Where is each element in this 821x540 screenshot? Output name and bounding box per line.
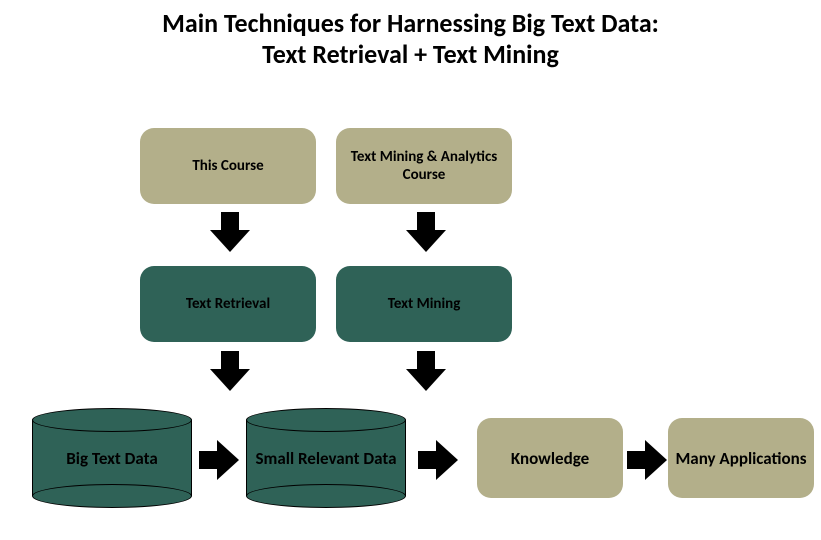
box-label: This Course: [192, 157, 263, 175]
box-text-mining-course: Text Mining & Analytics Course: [336, 128, 512, 204]
arrow-right-icon: [199, 440, 239, 480]
box-label: Text Mining & Analytics Course: [340, 148, 508, 184]
box-knowledge: Knowledge: [477, 418, 623, 498]
box-label: Text Retrieval: [186, 295, 270, 313]
box-label: Knowledge: [511, 448, 589, 469]
arrow-down-icon: [210, 212, 250, 252]
title-line-1: Main Techniques for Harnessing Big Text …: [0, 8, 821, 39]
cylinder-label: Big Text Data: [66, 448, 157, 469]
arrow-down-icon: [406, 351, 446, 391]
box-label: Text Mining: [388, 295, 461, 313]
cylinder-small-relevant-data: Small Relevant Data: [246, 408, 406, 508]
title-line-2: Text Retrieval + Text Mining: [0, 39, 821, 70]
cylinder-big-text-data: Big Text Data: [32, 408, 192, 508]
box-many-applications: Many Applications: [668, 418, 814, 498]
slide-title: Main Techniques for Harnessing Big Text …: [0, 0, 821, 70]
arrow-right-icon: [418, 440, 458, 480]
arrow-down-icon: [210, 351, 250, 391]
box-label: Many Applications: [675, 448, 806, 469]
box-text-retrieval: Text Retrieval: [140, 266, 316, 342]
arrow-down-icon: [406, 212, 446, 252]
box-this-course: This Course: [140, 128, 316, 204]
box-text-mining: Text Mining: [336, 266, 512, 342]
cylinder-label: Small Relevant Data: [256, 448, 397, 469]
arrow-right-icon: [627, 440, 667, 480]
